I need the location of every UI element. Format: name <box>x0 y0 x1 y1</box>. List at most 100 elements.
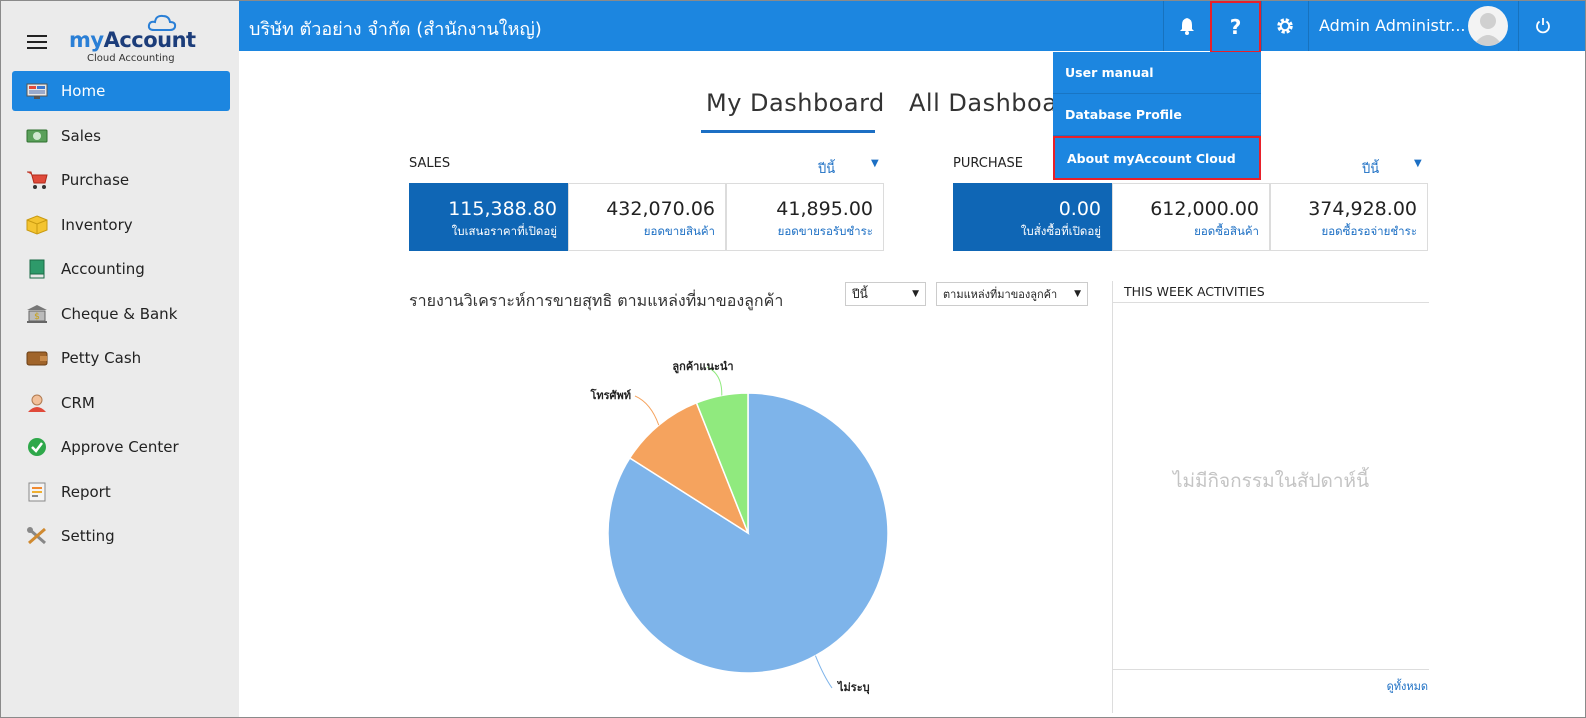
kpi-label: ใบเสนอราคาที่เปิดอยู่ <box>451 224 557 238</box>
sales-period-chevron-down-icon[interactable]: ▼ <box>871 158 879 169</box>
sales-icon <box>26 126 48 146</box>
kpi-value: 115,388.80 <box>448 198 557 220</box>
company-name[interactable]: บริษัท ตัวอย่าง จำกัด (สำนักงานใหญ่) <box>249 19 542 40</box>
purchase-kpi-purchase-amount[interactable]: 612,000.00 ยอดซื้อสินค้า <box>1112 183 1270 251</box>
sidebar-item-setting[interactable]: Setting <box>12 516 230 556</box>
top-bar: บริษัท ตัวอย่าง จำกัด (สำนักงานใหญ่) ? A… <box>239 1 1585 53</box>
activities-empty-message: ไม่มีกิจกรรมในสัปดาห์นี้ <box>1172 470 1370 492</box>
pie-label-connector <box>706 366 723 396</box>
sidebar-item-label: Cheque & Bank <box>61 304 178 323</box>
brand-tagline: Cloud Accounting <box>87 53 175 64</box>
purchase-period-select[interactable]: ปีนี้ <box>1362 162 1380 177</box>
divider <box>1113 669 1429 670</box>
check-icon <box>26 437 48 457</box>
kpi-value: 41,895.00 <box>776 198 873 220</box>
sidebar-item-label: Accounting <box>61 260 145 278</box>
notification-bell-icon[interactable] <box>1163 1 1209 51</box>
sidebar-item-cheque-bank[interactable]: $ Cheque & Bank <box>12 294 230 334</box>
sidebar-item-petty-cash[interactable]: Petty Cash <box>12 338 230 378</box>
brand-name: myAccount <box>69 28 196 52</box>
kpi-label: ยอดขายสินค้า <box>643 224 715 238</box>
select-value: ตามแหล่งที่มาของลูกค้า <box>943 288 1058 301</box>
divider <box>1113 302 1429 303</box>
sidebar-menu: Home Sales Purchase Inventory Accounting <box>12 71 230 561</box>
view-all-link[interactable]: ดูทั้งหมด <box>1386 680 1428 693</box>
sidebar-item-label: Approve Center <box>61 438 179 456</box>
kpi-label: ยอดขายรอรับชำระ <box>777 224 873 238</box>
pie-slice[interactable] <box>607 392 889 674</box>
tab-my-dashboard[interactable]: My Dashboard <box>706 89 885 117</box>
tools-icon <box>26 526 48 546</box>
select-value: ปีนี้ <box>852 286 868 301</box>
hamburger-menu-icon[interactable] <box>27 35 47 51</box>
settings-gear-icon[interactable] <box>1261 1 1309 51</box>
cart-icon <box>26 170 48 190</box>
sales-section-title: SALES <box>409 156 451 171</box>
sales-kpi-sales-amount[interactable]: 432,070.06 ยอดขายสินค้า <box>568 183 726 251</box>
menu-item-user-manual[interactable]: User manual <box>1053 52 1261 94</box>
kpi-value: 432,070.06 <box>606 198 715 220</box>
user-name[interactable]: Admin Administr... <box>1319 16 1466 35</box>
home-icon <box>26 81 48 101</box>
kpi-value: 374,928.00 <box>1308 198 1417 220</box>
logo[interactable]: myAccount Cloud Accounting <box>69 13 196 65</box>
pie-label-connector <box>634 395 660 426</box>
help-button[interactable]: ? <box>1210 1 1261 53</box>
activities-panel: THIS WEEK ACTIVITIES ไม่มีกิจกรรมในสัปดา… <box>1112 281 1429 713</box>
sidebar-item-approve-center[interactable]: Approve Center <box>12 427 230 467</box>
sidebar-item-crm[interactable]: CRM <box>12 383 230 423</box>
sidebar-item-report[interactable]: Report <box>12 472 230 512</box>
sidebar-item-accounting[interactable]: Accounting <box>12 249 230 289</box>
report-period-select[interactable]: ปีนี้ ▼ <box>845 282 926 306</box>
sidebar-item-label: Purchase <box>61 171 130 189</box>
pie-label: โทรศัพท์ <box>589 388 631 402</box>
active-tab-underline <box>701 130 875 133</box>
wallet-icon <box>26 348 48 368</box>
power-icon[interactable] <box>1518 1 1566 51</box>
crm-icon <box>26 393 48 413</box>
pie-label: ลูกค้าแนะนำ <box>672 360 733 374</box>
kpi-label: ยอดซื้อสินค้า <box>1194 224 1259 238</box>
sidebar-item-label: CRM <box>61 393 95 412</box>
sidebar-item-home[interactable]: Home <box>12 71 230 111</box>
svg-text:$: $ <box>34 312 40 322</box>
purchase-kpi-payable[interactable]: 374,928.00 ยอดซื้อรอจ่ายชำระ <box>1270 183 1428 251</box>
kpi-label: ยอดซื้อรอจ่ายชำระ <box>1321 224 1417 238</box>
kpi-label: ใบสั่งซื้อที่เปิดอยู่ <box>1020 224 1101 238</box>
report-title: รายงานวิเคราะห์การขายสุทธิ ตามแหล่งที่มา… <box>409 291 784 310</box>
pie-chart: ไม่ระบุ โทรศัพท์ ลูกค้าแนะนำ <box>589 360 889 695</box>
purchase-kpi-open-orders[interactable]: 0.00 ใบสั่งซื้อที่เปิดอยู่ <box>953 183 1112 251</box>
sidebar-item-label: Inventory <box>61 215 133 234</box>
avatar[interactable] <box>1468 6 1508 46</box>
sales-kpi-receivable[interactable]: 41,895.00 ยอดขายรอรับชำระ <box>726 183 884 251</box>
sidebar-item-label: Petty Cash <box>61 349 142 367</box>
sidebar-item-purchase[interactable]: Purchase <box>12 160 230 200</box>
pie-label-connector <box>814 655 833 689</box>
pie-slice[interactable] <box>628 401 750 535</box>
book-icon <box>26 259 48 279</box>
sidebar-item-label: Setting <box>61 527 115 545</box>
chevron-down-icon: ▼ <box>1074 289 1081 299</box>
box-icon <box>26 214 48 235</box>
sales-kpi-open-quotations[interactable]: 115,388.80 ใบเสนอราคาที่เปิดอยู่ <box>409 183 568 251</box>
sidebar-item-inventory[interactable]: Inventory <box>12 205 230 245</box>
pie-slice[interactable] <box>695 392 749 534</box>
bank-icon: $ <box>26 304 48 324</box>
activities-title: THIS WEEK ACTIVITIES <box>1124 284 1265 299</box>
menu-item-database-profile[interactable]: Database Profile <box>1053 94 1261 136</box>
help-dropdown-menu: User manual Database Profile About myAcc… <box>1053 52 1261 180</box>
purchase-period-chevron-down-icon[interactable]: ▼ <box>1414 158 1422 169</box>
help-icon: ? <box>1229 15 1242 39</box>
sidebar-item-sales[interactable]: Sales <box>12 116 230 156</box>
report-group-select[interactable]: ตามแหล่งที่มาของลูกค้า ▼ <box>936 282 1088 306</box>
kpi-value: 612,000.00 <box>1150 198 1259 220</box>
sidebar-item-label: Report <box>61 482 111 501</box>
sales-period-select[interactable]: ปีนี้ <box>818 162 836 177</box>
cloud-icon <box>147 14 177 31</box>
sidebar: myAccount Cloud Accounting Home Sales Pu… <box>1 1 239 717</box>
sidebar-item-label: Home <box>61 82 106 100</box>
menu-item-about[interactable]: About myAccount Cloud <box>1053 136 1261 180</box>
report-icon <box>26 482 48 502</box>
sidebar-item-label: Sales <box>61 126 101 145</box>
tab-all-dashboard[interactable]: All Dashboard <box>909 89 1057 117</box>
